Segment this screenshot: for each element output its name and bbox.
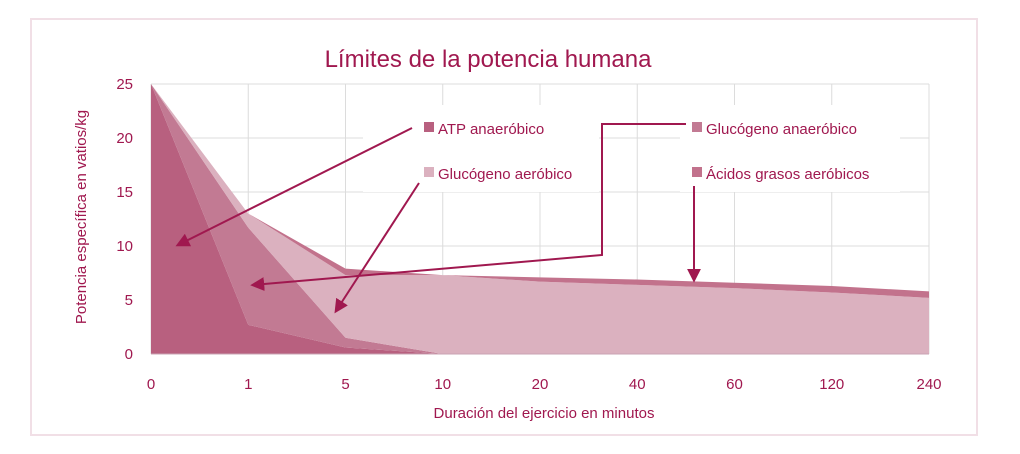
legend: ATP anaeróbico Glucógeno anaeróbico Glucóg… — [363, 105, 900, 192]
legend-label: Ácidos grasos aeróbicos — [706, 166, 869, 183]
legend-swatch — [424, 122, 434, 132]
legend-swatch — [692, 122, 702, 132]
x-tick-label: 40 — [629, 376, 646, 393]
y-tick-label: 10 — [116, 238, 133, 255]
x-tick-label: 120 — [819, 376, 844, 393]
chart-title: Límites de la potencia humana — [325, 46, 653, 73]
x-axis-title: Duración del ejercicio en minutos — [434, 405, 655, 422]
x-tick-label: 1 — [244, 376, 252, 393]
legend-swatch — [692, 167, 702, 177]
y-tick-label: 5 — [125, 292, 133, 309]
legend-label: Glucógeno anaeróbico — [706, 121, 857, 138]
area-atp-anaerobico — [151, 84, 929, 354]
annotation-arrow — [175, 127, 413, 247]
y-tick-label: 20 — [116, 130, 133, 147]
x-tick-label: 5 — [341, 376, 349, 393]
y-tick-label: 0 — [125, 346, 133, 363]
x-tick-label: 20 — [532, 376, 549, 393]
legend-swatch — [424, 167, 434, 177]
x-tick-label: 10 — [434, 376, 451, 393]
annotation-arrow — [250, 123, 686, 292]
series-areas — [151, 84, 929, 354]
chart-frame — [30, 18, 978, 436]
x-tick-label: 60 — [726, 376, 743, 393]
annotation-arrow — [334, 182, 420, 314]
legend-panel-right — [680, 105, 900, 192]
x-tick-label: 0 — [147, 376, 155, 393]
area-glucogeno-aerobico — [151, 84, 929, 354]
legend-label: Glucógeno aeróbico — [438, 166, 572, 183]
legend-panel-left — [363, 105, 599, 192]
annotation-arrows — [175, 123, 701, 314]
x-tick-label: 240 — [916, 376, 941, 393]
y-tick-label: 25 — [116, 76, 133, 93]
legend-label: ATP anaeróbico — [438, 121, 544, 138]
y-axis-title: Potencia específica en vatios/kg — [73, 110, 90, 324]
y-tick-label: 15 — [116, 184, 133, 201]
